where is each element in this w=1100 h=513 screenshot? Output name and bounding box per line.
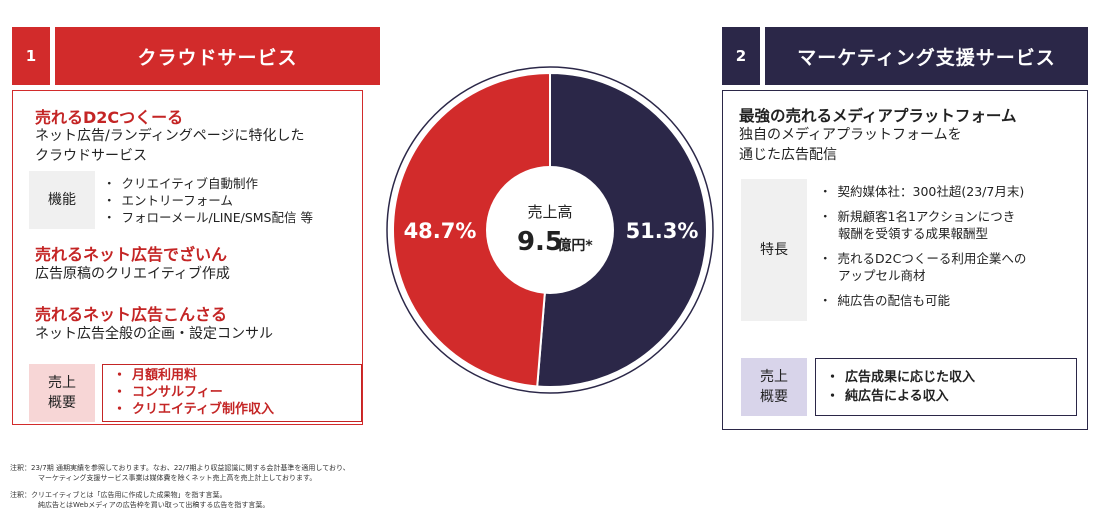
cloud-service-panel: 売れるD2Cつくーる ネット広告/ランディングページに特化した クラウドサービス … xyxy=(12,90,363,425)
section-title-marketing: マーケティング支援サービス xyxy=(765,27,1088,85)
outer-ring xyxy=(386,66,714,394)
revenue-label: 売上 概要 xyxy=(741,358,807,416)
total-unit: 億円* xyxy=(557,237,593,254)
product-desc: 独自のメディアプラットフォームを 通じた広告配信 xyxy=(739,127,962,163)
donut-hole xyxy=(486,166,614,294)
footnote-1: 注釈：23/7期 通期実績を参照しております。なお、22/7期より収益認識に関す… xyxy=(10,464,350,482)
product-name: 最強の売れるメディアプラットフォーム xyxy=(739,107,1017,125)
product-desc: 広告原稿のクリエイティブ作成 xyxy=(35,266,230,282)
section-title-cloud: クラウドサービス xyxy=(55,27,380,85)
section-number-1: 1 xyxy=(12,27,50,85)
chart-title: 売上高 xyxy=(527,203,572,221)
footnote-2: 注釈：クリエイティブとは「広告用に作成した成果物」を指す言葉。 純広告とはWebメ… xyxy=(10,491,270,509)
slice-label-cloud: 48.7% xyxy=(404,219,477,243)
revenue-donut-chart: 売上高 9.5 億円* 51.3% 48.7% xyxy=(386,66,714,394)
features-label: 機能 xyxy=(29,171,95,229)
features-list: 契約媒体社：300社超(23/7月末) 新規顧客1名1アクションにつき報酬を受領… xyxy=(819,183,1027,309)
marketing-service-panel: 最強の売れるメディアプラットフォーム 独自のメディアプラットフォームを 通じた広告… xyxy=(722,90,1088,430)
product-name: 売れるネット広告でざいん xyxy=(35,245,228,264)
pie-slice-1 xyxy=(391,71,551,388)
product-desc: ネット広告/ランディングページに特化した クラウドサービス xyxy=(35,128,305,164)
revenue-list: 広告成果に応じた収入純広告による収入 xyxy=(815,358,1077,416)
revenue-label: 売上 概要 xyxy=(29,364,95,422)
section-number-2: 2 xyxy=(722,27,760,85)
features-label: 特長 xyxy=(741,179,807,321)
revenue-list: 月額利用料コンサルフィークリエイティブ制作収入 xyxy=(102,364,362,422)
product-name: 売れるD2Cつくーる xyxy=(35,108,184,127)
product-desc: ネット広告全般の企画・設定コンサル xyxy=(35,326,273,342)
total-value: 9.5 xyxy=(517,227,563,257)
features-list: クリエイティブ自動制作エントリーフォームフォローメール/LINE/SMS配信 等 xyxy=(103,175,313,226)
slice-label-marketing: 51.3% xyxy=(626,219,699,243)
pie-slice-0 xyxy=(536,71,708,388)
product-name: 売れるネット広告こんさる xyxy=(35,305,228,324)
